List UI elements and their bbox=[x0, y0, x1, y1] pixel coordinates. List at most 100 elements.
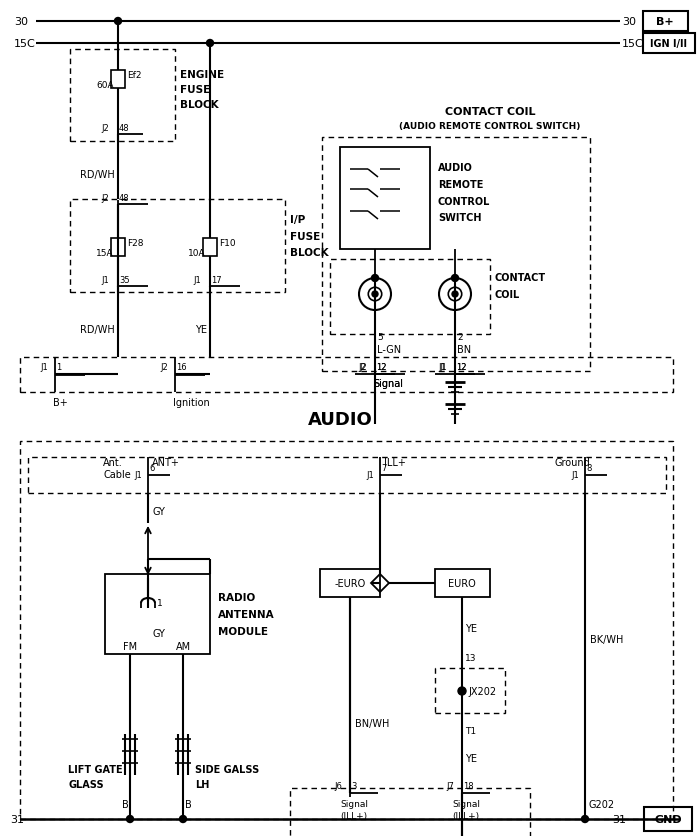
Circle shape bbox=[179, 816, 186, 823]
Text: GY: GY bbox=[152, 507, 165, 517]
Bar bbox=[340, 148, 430, 250]
Text: FUSE: FUSE bbox=[290, 232, 320, 242]
Text: 1: 1 bbox=[157, 599, 163, 608]
Text: Signal: Signal bbox=[373, 379, 403, 389]
Text: 15C: 15C bbox=[622, 39, 644, 49]
Text: AM: AM bbox=[176, 641, 190, 651]
Text: FM: FM bbox=[123, 641, 137, 651]
Text: 6: 6 bbox=[149, 463, 155, 472]
Text: F10: F10 bbox=[219, 239, 236, 248]
Text: Signal: Signal bbox=[340, 799, 368, 808]
Circle shape bbox=[582, 816, 589, 823]
Text: CONTROL: CONTROL bbox=[438, 196, 491, 206]
Text: 31: 31 bbox=[10, 814, 24, 824]
Text: F28: F28 bbox=[127, 239, 144, 248]
Bar bbox=[643, 12, 688, 32]
Text: BK/WH: BK/WH bbox=[590, 635, 624, 645]
Text: IGN I/II: IGN I/II bbox=[650, 39, 687, 49]
Text: 18: 18 bbox=[463, 781, 474, 790]
Text: J7: J7 bbox=[446, 781, 454, 790]
Text: 60A: 60A bbox=[96, 81, 113, 90]
Text: ANT+: ANT+ bbox=[152, 457, 180, 467]
Text: 15A: 15A bbox=[96, 249, 113, 258]
Text: (ILL+): (ILL+) bbox=[452, 811, 479, 820]
Text: J1: J1 bbox=[40, 363, 48, 372]
Text: FUSE: FUSE bbox=[180, 85, 210, 95]
Text: L-GN: L-GN bbox=[377, 344, 401, 354]
Bar bbox=[643, 34, 695, 54]
Text: J2: J2 bbox=[358, 363, 365, 371]
Text: GY: GY bbox=[152, 628, 165, 638]
Bar bbox=[111, 239, 125, 257]
Bar bbox=[290, 788, 530, 836]
Text: CONTACT: CONTACT bbox=[495, 273, 546, 283]
Text: -EURO: -EURO bbox=[335, 579, 365, 589]
Bar bbox=[203, 239, 217, 257]
Text: J1: J1 bbox=[101, 276, 108, 285]
Text: Ef2: Ef2 bbox=[127, 71, 141, 80]
Text: B: B bbox=[185, 799, 191, 809]
Text: 48: 48 bbox=[119, 194, 130, 203]
Bar bbox=[70, 200, 285, 293]
Text: 35: 35 bbox=[119, 276, 130, 285]
Text: 8: 8 bbox=[586, 463, 592, 472]
Text: RD/WH: RD/WH bbox=[80, 324, 115, 334]
Text: B+: B+ bbox=[656, 17, 674, 27]
Text: Ignition: Ignition bbox=[173, 398, 210, 407]
Text: (ILL+): (ILL+) bbox=[340, 811, 367, 820]
Text: BLOCK: BLOCK bbox=[180, 99, 218, 110]
Text: JX202: JX202 bbox=[468, 686, 496, 696]
Bar bbox=[644, 807, 692, 831]
Text: LH: LH bbox=[195, 779, 209, 789]
Circle shape bbox=[452, 275, 458, 283]
Text: J2: J2 bbox=[101, 124, 108, 133]
Text: 2: 2 bbox=[457, 332, 463, 341]
Text: 3: 3 bbox=[351, 781, 356, 790]
Text: BN/WH: BN/WH bbox=[355, 718, 389, 728]
Text: J1: J1 bbox=[439, 363, 447, 371]
Text: REMOTE: REMOTE bbox=[438, 180, 484, 190]
Text: 30: 30 bbox=[622, 17, 636, 27]
Text: BN: BN bbox=[457, 344, 471, 354]
Text: 15C: 15C bbox=[14, 39, 36, 49]
Bar bbox=[435, 668, 505, 713]
Bar bbox=[330, 260, 490, 334]
Bar bbox=[20, 441, 673, 819]
Text: J2: J2 bbox=[160, 363, 168, 372]
Text: 17: 17 bbox=[211, 276, 222, 285]
Text: YE: YE bbox=[195, 324, 207, 334]
Text: MODULE: MODULE bbox=[218, 626, 268, 636]
Text: 13: 13 bbox=[465, 654, 477, 663]
Text: YE: YE bbox=[465, 624, 477, 633]
Text: J1: J1 bbox=[438, 363, 446, 371]
Text: 16: 16 bbox=[176, 363, 187, 372]
Text: AUDIO: AUDIO bbox=[438, 163, 473, 173]
Text: J1: J1 bbox=[134, 471, 142, 479]
Text: J1: J1 bbox=[193, 276, 201, 285]
Text: 48: 48 bbox=[119, 124, 130, 133]
Bar bbox=[111, 71, 125, 89]
Bar bbox=[105, 574, 210, 655]
Text: GND: GND bbox=[654, 814, 682, 824]
Text: EURO: EURO bbox=[448, 579, 476, 589]
Text: 7: 7 bbox=[381, 463, 386, 472]
Text: Signal: Signal bbox=[373, 379, 403, 389]
Text: YE: YE bbox=[465, 753, 477, 763]
Circle shape bbox=[372, 275, 379, 283]
Text: J2: J2 bbox=[359, 363, 367, 371]
Text: T1: T1 bbox=[465, 726, 476, 736]
Bar bbox=[322, 138, 590, 371]
Text: Cable: Cable bbox=[103, 470, 131, 479]
Bar bbox=[435, 569, 490, 597]
Text: RADIO: RADIO bbox=[218, 592, 256, 602]
Text: GLASS: GLASS bbox=[68, 779, 104, 789]
Text: 12: 12 bbox=[376, 363, 386, 371]
Text: COIL: COIL bbox=[495, 289, 520, 299]
Text: 12: 12 bbox=[456, 363, 466, 371]
Circle shape bbox=[206, 40, 214, 48]
Text: AUDIO: AUDIO bbox=[307, 410, 372, 429]
Polygon shape bbox=[371, 574, 389, 592]
Text: I/P: I/P bbox=[290, 215, 305, 225]
Text: J2: J2 bbox=[101, 194, 108, 203]
Text: J1: J1 bbox=[571, 471, 579, 479]
